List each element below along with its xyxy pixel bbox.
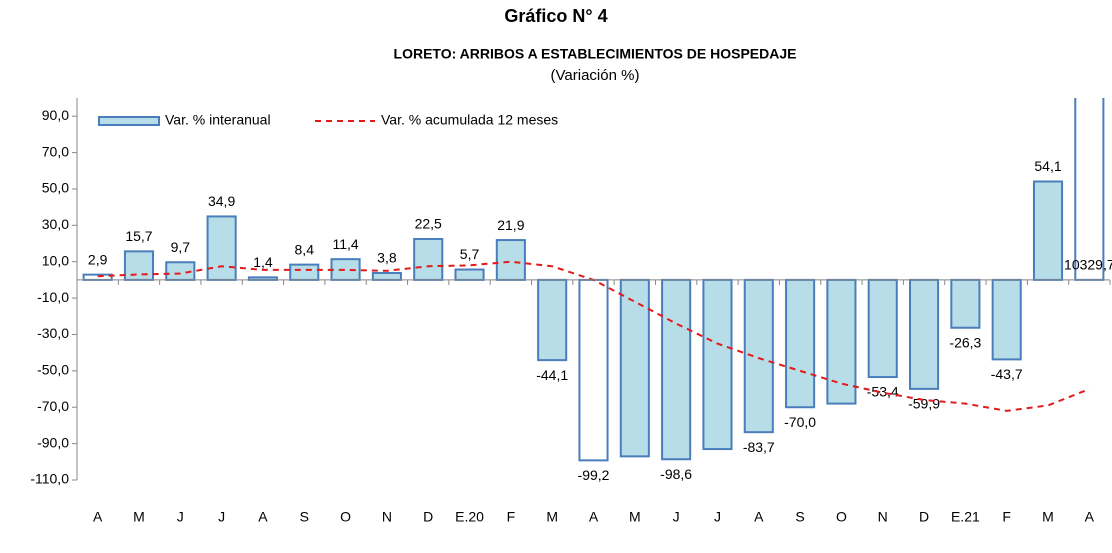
bar (702, 278, 733, 451)
chart-note: (Variación %) (551, 67, 640, 84)
x-tick-label: S (795, 509, 804, 525)
bar (495, 239, 526, 281)
y-tick-label: 50,0 (42, 180, 69, 196)
data-label: -98,6 (660, 466, 692, 482)
data-label: -44,1 (536, 367, 568, 383)
y-tick-label: -90,0 (37, 434, 69, 450)
bar (950, 278, 981, 329)
data-label: -99,2 (578, 467, 610, 483)
data-label: 3,8 (377, 250, 397, 266)
bar (826, 278, 857, 405)
x-tick-label: M (629, 509, 641, 525)
bar (867, 278, 898, 379)
bar (578, 278, 609, 462)
bar (785, 278, 816, 409)
data-label: 34,9 (208, 193, 235, 209)
data-label: 15,7 (125, 228, 152, 244)
bar (743, 278, 774, 434)
x-tick-label: A (589, 509, 599, 525)
chart-subtitle: LORETO: ARRIBOS A ESTABLECIMIENTOS DE HO… (394, 46, 797, 62)
data-label: 5,7 (460, 246, 480, 262)
data-label: 9,7 (171, 239, 191, 255)
data-label: -70,0 (784, 414, 816, 430)
data-label: -53,4 (867, 384, 899, 400)
x-tick-label: D (423, 509, 433, 525)
bar (206, 215, 237, 281)
x-tick-label: J (714, 509, 721, 525)
bar (1074, 98, 1105, 281)
y-tick-label: -110,0 (30, 471, 69, 487)
x-tick-label: N (382, 509, 392, 525)
y-tick-label: 10,0 (42, 252, 69, 268)
x-tick-label: J (177, 509, 184, 525)
bar (537, 278, 568, 362)
x-tick-label: M (546, 509, 558, 525)
x-tick-label: J (218, 509, 225, 525)
data-label: 54,1 (1034, 158, 1061, 174)
x-tick-label: S (300, 509, 309, 525)
x-tick-label: M (1042, 509, 1054, 525)
bar (371, 271, 402, 281)
x-tick-label: E.21 (951, 509, 980, 525)
data-label: 11,4 (332, 236, 358, 252)
data-label: -26,3 (949, 334, 981, 350)
legend-swatch (98, 116, 160, 126)
data-label: 2,9 (88, 251, 108, 267)
x-tick-label: F (507, 509, 516, 525)
x-tick-label: E.20 (455, 509, 484, 525)
bar (619, 278, 650, 458)
bar (661, 278, 692, 461)
data-label: 1,4 (253, 254, 273, 270)
x-tick-label: O (836, 509, 847, 525)
x-tick-label: M (133, 509, 145, 525)
legend-label: Var. % acumulada 12 meses (381, 112, 558, 128)
bar (1032, 180, 1064, 281)
y-tick-label: -70,0 (37, 398, 69, 414)
x-tick-label: A (258, 509, 268, 525)
y-tick-label: -50,0 (37, 362, 69, 378)
x-tick-label: A (93, 509, 103, 525)
x-tick-label: O (340, 509, 351, 525)
x-tick-label: J (673, 509, 680, 525)
bar (909, 278, 940, 390)
data-label: -83,7 (743, 439, 775, 455)
x-tick-label: F (1002, 509, 1011, 525)
bar (289, 263, 320, 281)
y-tick-label: 70,0 (42, 143, 69, 159)
x-tick-label: D (919, 509, 929, 525)
x-tick-label: N (878, 509, 888, 525)
data-label: -43,7 (991, 366, 1023, 382)
y-tick-label: 90,0 (42, 107, 69, 123)
y-tick-label: 30,0 (42, 216, 69, 232)
chart-title: Gráfico N° 4 (504, 6, 607, 26)
data-label: 8,4 (295, 241, 315, 257)
bar (454, 268, 485, 281)
data-label: 21,9 (497, 217, 524, 233)
x-tick-label: A (1085, 509, 1095, 525)
data-label: 22,5 (415, 216, 442, 232)
bar (991, 278, 1022, 361)
bar (123, 250, 155, 281)
data-label: 10329,7 (1064, 257, 1112, 273)
bar (413, 237, 444, 281)
x-tick-label: A (754, 509, 764, 525)
legend-label: Var. % interanual (165, 112, 271, 128)
data-label: -59,9 (908, 396, 940, 412)
y-tick-label: -30,0 (37, 325, 69, 341)
y-tick-label: -10,0 (37, 289, 69, 305)
